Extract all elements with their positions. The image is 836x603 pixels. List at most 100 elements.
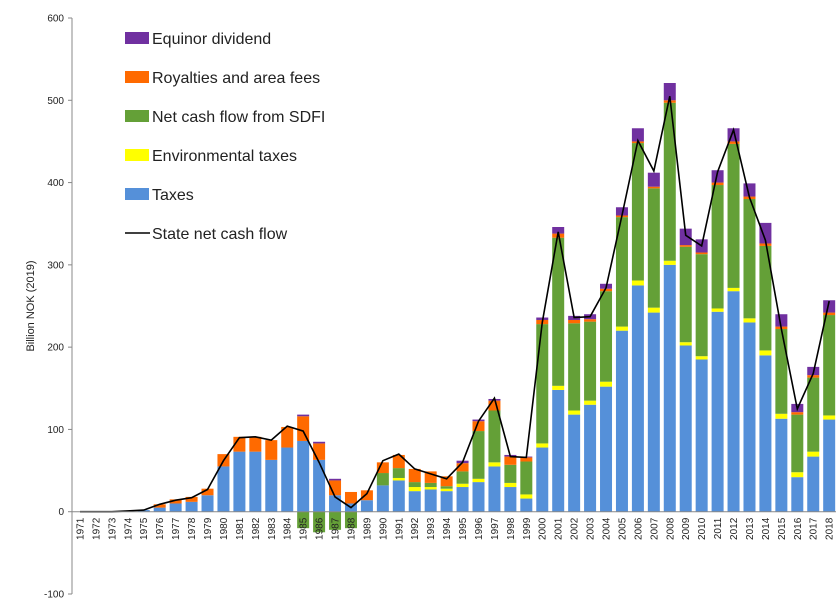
bar-segment [823,419,836,512]
legend-swatch [125,32,149,44]
bar-segment [520,498,533,512]
x-tick-label: 2007 [649,517,660,540]
bar-segment [695,359,708,512]
bar-segment [743,199,756,319]
bar-segment [536,324,549,444]
x-tick-label: 2014 [761,517,772,540]
x-tick-label: 1973 [107,517,118,540]
bar-segment [392,480,405,512]
bar-segment [759,355,772,512]
x-tick-label: 1984 [283,517,294,540]
bar-segment [536,443,549,448]
bar-segment [759,222,772,244]
bar-segment [344,491,357,504]
bar-segment [600,291,613,382]
bar-segment [137,510,150,512]
x-tick-label: 1995 [458,517,469,540]
legend-label: Royalties and area fees [152,70,320,87]
bar-segment [376,473,389,486]
legend-label: State net cash flow [152,226,288,243]
bar-segment [584,321,597,401]
bar-segment [679,342,692,346]
x-tick-label: 1994 [442,517,453,540]
x-tick-label: 2010 [697,517,708,540]
x-tick-label: 1981 [235,517,246,540]
bar-segment [504,487,517,512]
legend-swatch [125,110,149,122]
bar-segment [392,468,405,478]
x-tick-label: 1977 [171,517,182,540]
bar-segment [472,421,485,432]
bar-segment [552,385,565,390]
x-tick-label: 1993 [426,517,437,540]
plot-area [80,83,836,533]
bar-segment [663,83,676,101]
bar-segment [711,311,724,512]
bar-segment [520,457,533,462]
bar-segment [233,436,246,452]
bar-segment [615,330,628,512]
legend-label: Net cash flow from SDFI [152,109,325,126]
bar-segment [647,172,660,187]
legend-label: Equinor dividend [152,31,271,48]
x-tick-label: 1982 [251,517,262,540]
bar-segment [568,410,581,415]
bar-segment [615,326,628,331]
bar-segment [249,436,262,452]
bar-segment [695,252,708,255]
bar-segment [647,307,660,313]
bar-segment [568,319,581,324]
bar-segment [679,345,692,512]
bar-segment [520,494,533,499]
bar-segment [807,456,820,512]
bar-segment [695,254,708,357]
bar-segment [313,441,326,444]
bar-segment [424,471,437,483]
bar-segment [392,477,405,481]
x-tick-label: 2002 [570,517,581,540]
y-tick-label: 100 [47,425,64,436]
y-tick-label: 400 [47,178,64,189]
bar-segment [807,451,820,457]
x-tick-label: 1986 [315,517,326,540]
bar-segment [600,381,613,387]
bar-segment [329,478,342,481]
bar-segment [743,318,756,323]
bar-segment [201,488,214,496]
bar-segment [647,188,660,308]
bar-segment [727,141,740,144]
bar-segment [775,418,788,512]
bar-segment [408,487,421,492]
legend-swatch [125,149,149,161]
bar-segment [727,287,740,292]
bar-segment [472,478,485,483]
bar-segment [615,217,628,327]
bar-segment [743,322,756,512]
bar-segment [424,482,437,488]
bar-segment [440,486,453,489]
bar-segment [631,143,644,281]
bar-segment [297,440,310,512]
bar-segment [265,440,278,460]
bar-segment [759,350,772,356]
bar-segment [313,511,326,533]
bar-segment [663,260,676,265]
x-tick-label: 2005 [617,517,628,540]
y-axis-label: Billion NOK (2019) [25,260,37,351]
bar-segment [568,414,581,512]
bar-segment [408,468,421,483]
bar-segment [440,491,453,512]
bar-segment [504,456,517,465]
bar-segment [711,170,724,183]
bar-segment [488,400,501,411]
bar-segment [456,483,469,488]
bar-segment [791,414,804,473]
bar-segment [647,312,660,512]
y-tick-label: 600 [47,14,64,25]
bar-segment [807,377,820,452]
bar-segment [313,443,326,460]
x-tick-label: 2004 [602,517,613,540]
bar-segment [440,488,453,492]
bar-segment [329,511,342,530]
